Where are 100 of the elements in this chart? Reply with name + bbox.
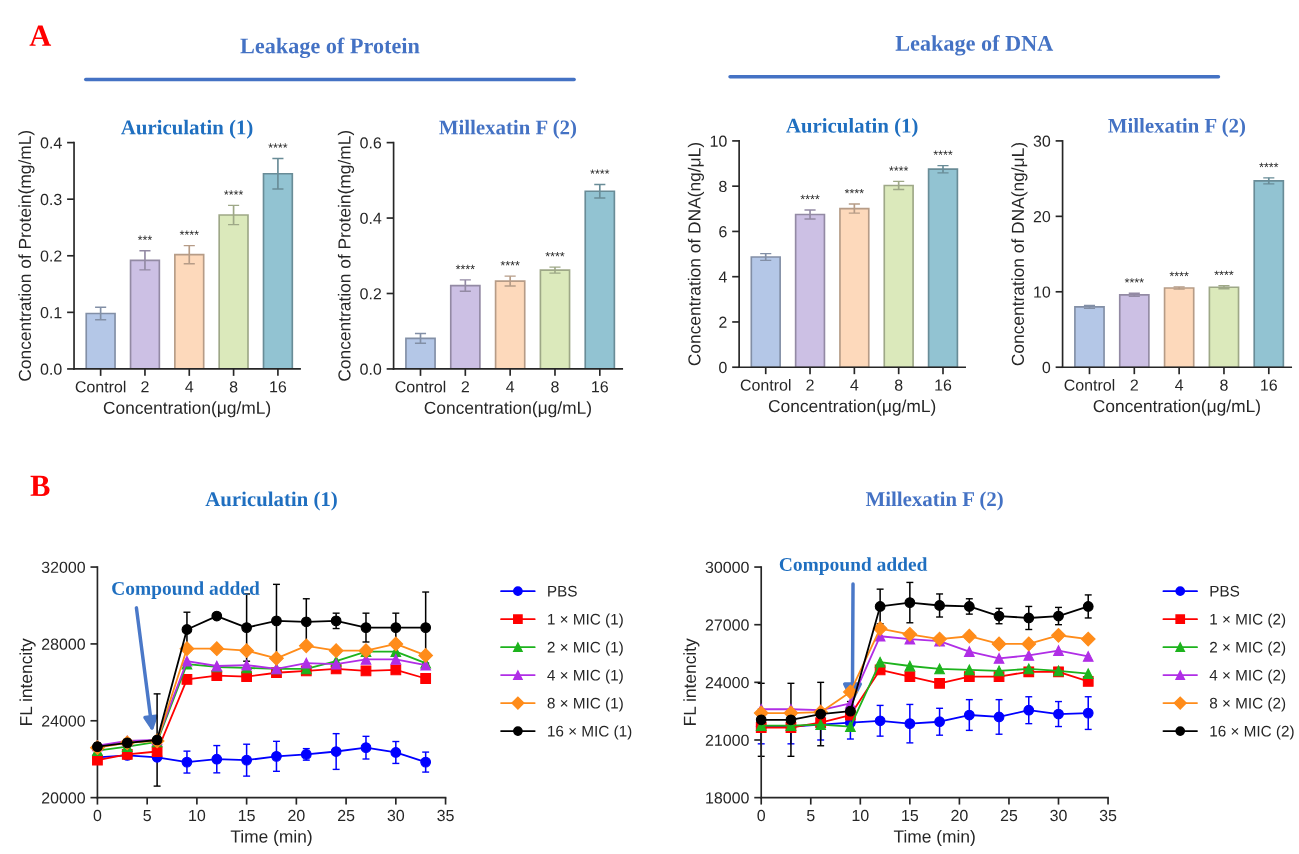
y-axis-title: Concentration of DNA(ng/μL) (1011, 143, 1028, 366)
y-tick-label: 0.0 (40, 363, 62, 375)
y-tick-label: 20 (1033, 210, 1051, 223)
y-tick-label: 2 (719, 316, 727, 328)
text: Leakage of Protein (240, 37, 420, 59)
x-tick-label: 15 (238, 810, 255, 822)
y-tick-label: 4 (718, 271, 727, 283)
x-tick-label: 8 (894, 379, 903, 391)
y-tick-label: 0.1 (40, 306, 62, 319)
x-axis-title: Concentration(μg/mL) (424, 401, 591, 418)
x-axis-title: Concentration(μg/mL) (1093, 399, 1260, 416)
x-tick-label: 5 (806, 810, 815, 822)
x-tick-label: 35 (437, 809, 454, 822)
text: Leakage of DNA (895, 34, 1054, 56)
annotation: Compound added (112, 581, 260, 599)
annotation: **** (224, 190, 244, 195)
annotation: **** (455, 264, 475, 270)
annotation: **** (1214, 270, 1234, 276)
chart-title: Millexatin F (2) (439, 119, 577, 139)
x-tick-label: 16 (270, 381, 287, 393)
y-axis-title: FL intencity (683, 638, 700, 725)
annotation: *** (137, 235, 153, 240)
annotation: **** (844, 188, 864, 194)
legend-label: 2 × MIC (1) (547, 641, 623, 656)
x-axis-title: Concentration(μg/mL) (103, 401, 271, 418)
y-axis-title: Concentration of DNA(ng/μL) (687, 143, 705, 366)
x-tick-label: 20 (951, 809, 968, 822)
legend-label: 1 × MIC (1) (548, 613, 623, 628)
y-tick-label: 20000 (42, 792, 85, 804)
x-tick-label: 2 (461, 381, 469, 393)
x-tick-label: 2 (806, 379, 814, 391)
y-tick-label: 28000 (42, 638, 85, 650)
annotation: **** (590, 169, 610, 174)
x-tick-label: 2 (1130, 379, 1138, 391)
y-tick-label: 18000 (706, 792, 749, 804)
annotation: **** (268, 143, 288, 148)
y-axis-title: FL intencity (19, 638, 36, 725)
y-tick-label: 24000 (42, 715, 85, 727)
annotation: Compound added (779, 557, 928, 575)
legend-label: 1 × MIC (2) (1210, 613, 1286, 628)
x-tick-label: 4 (506, 381, 515, 393)
x-tick-label: 20 (288, 809, 305, 822)
annotation: **** (1124, 278, 1144, 283)
x-axis-title: Time (min) (893, 829, 975, 847)
y-tick-label: 10 (1034, 286, 1051, 298)
x-tick-label: 30 (387, 809, 405, 822)
x-tick-label: 4 (1175, 379, 1184, 391)
legend-label: PBS (548, 585, 577, 597)
legend-label: 8 × MIC (2) (1209, 697, 1286, 712)
y-tick-label: 0.6 (360, 137, 382, 149)
x-tick-label: 10 (852, 809, 869, 822)
x-tick-label: 0 (93, 809, 102, 822)
y-tick-label: 10 (710, 135, 727, 147)
annotation: **** (1169, 271, 1189, 277)
annotation: **** (545, 252, 565, 257)
x-tick-label: 4 (185, 381, 194, 393)
chart-title: Millexatin F (2) (1108, 118, 1246, 138)
x-tick-label: 4 (850, 379, 859, 391)
x-tick-label: Control (75, 380, 126, 393)
y-tick-label: 0 (719, 361, 727, 374)
x-tick-label: 2 (141, 381, 149, 393)
legend-label: 4 × MIC (2) (1209, 669, 1286, 684)
legend-label: 2 × MIC (2) (1210, 641, 1286, 656)
y-tick-label: 21000 (705, 734, 749, 746)
x-tick-label: 25 (1000, 809, 1018, 822)
x-tick-label: 8 (1220, 379, 1228, 391)
y-axis-title: Concentration of Protein(mg/mL) (337, 130, 355, 381)
x-tick-label: 15 (902, 810, 919, 822)
chart-title: Auriculatin (1) (205, 491, 337, 511)
x-axis-title: Concentration(μg/mL) (768, 399, 936, 416)
x-tick-label: 35 (1099, 809, 1117, 822)
annotation: **** (889, 166, 909, 171)
legend-label: 4 × MIC (1) (547, 669, 623, 684)
x-tick-label: Control (1064, 379, 1115, 391)
y-tick-label: 24000 (705, 676, 749, 689)
y-tick-label: 0.0 (360, 363, 382, 375)
annotation: **** (933, 150, 953, 155)
x-tick-label: 16 (935, 379, 952, 391)
annotation: **** (1259, 162, 1279, 168)
x-tick-label: Control (395, 380, 446, 393)
x-tick-label: 16 (592, 381, 608, 393)
y-axis-title: Concentration of Protein(mg/mL) (18, 130, 35, 381)
y-tick-label: 6 (719, 226, 727, 238)
y-tick-label: 0.2 (360, 288, 381, 300)
annotation: **** (179, 230, 199, 235)
x-tick-label: 30 (1050, 809, 1067, 822)
text: A (29, 25, 52, 46)
x-axis-title: Time (min) (230, 829, 312, 847)
annotation: **** (500, 261, 520, 266)
chart-title: Auriculatin (1) (121, 119, 253, 139)
legend-label: PBS (1210, 585, 1240, 597)
y-tick-label: 0.3 (40, 193, 62, 206)
x-tick-label: 10 (189, 809, 206, 822)
chart-title: Millexatin F (2) (865, 491, 1003, 511)
y-tick-label: 0.4 (360, 212, 382, 224)
y-tick-label: 0.2 (40, 250, 62, 262)
legend-label: 16 × MIC (1) (548, 725, 632, 740)
x-tick-label: 8 (229, 381, 238, 393)
x-tick-label: 5 (143, 810, 151, 822)
y-tick-label: 8 (719, 180, 727, 193)
